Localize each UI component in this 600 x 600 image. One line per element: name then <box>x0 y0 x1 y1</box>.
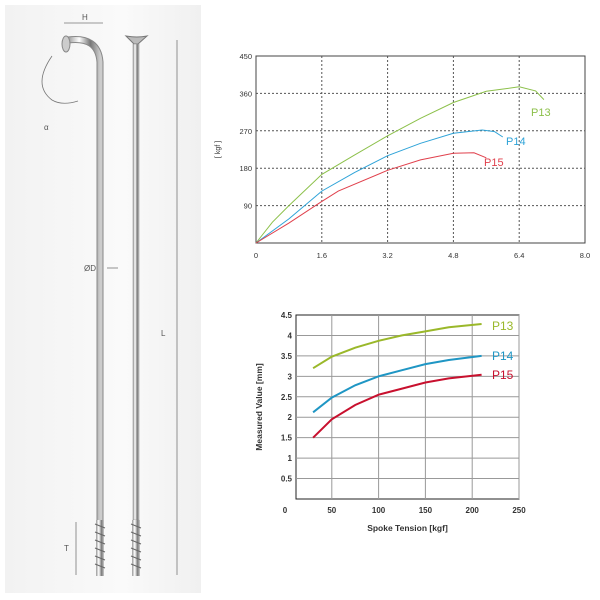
y-tick-label: 270 <box>239 127 252 136</box>
legend-label-p13: P13 <box>531 107 551 119</box>
y-tick-label: 4 <box>288 331 293 340</box>
x-tick-label: 4.8 <box>448 251 458 260</box>
plot-area <box>295 314 520 500</box>
x-tick-label: 1.6 <box>317 251 327 260</box>
x-tick-label: 100 <box>372 506 386 515</box>
x-tick-label: 0 <box>254 251 258 260</box>
bent-spoke <box>61 35 106 576</box>
plot-area <box>255 55 586 244</box>
x-tick-label: 6.4 <box>514 251 524 260</box>
y-tick-label: 450 <box>239 52 252 61</box>
y-tick-label: 2.5 <box>281 393 293 402</box>
legend-label-p15: P15 <box>484 157 504 169</box>
series-line-p13 <box>312 323 482 370</box>
x-tick-label: 3.2 <box>382 251 392 260</box>
y-tick-label: 1.5 <box>281 434 293 443</box>
series-line-p14 <box>255 129 504 244</box>
y-axis-label: [ kgf ] <box>215 141 222 158</box>
legend-label-p14: P14 <box>506 136 526 148</box>
series-line-p13 <box>255 86 545 244</box>
label-thread: T <box>64 544 69 553</box>
straight-spoke <box>124 35 149 576</box>
series-line-p14 <box>312 354 482 414</box>
y-tick-label: 360 <box>239 89 252 98</box>
x-tick-label: 8.0 <box>580 251 590 260</box>
legend-label-p15: P15 <box>492 368 514 382</box>
y-tick-label: 180 <box>239 164 252 173</box>
legend-label-p13: P13 <box>492 319 514 333</box>
x-tick-label: 200 <box>466 506 480 515</box>
x-tick-label: 150 <box>419 506 433 515</box>
x-axis-label: Spoke Tension [kgf] <box>367 523 448 533</box>
label-length: L <box>161 329 166 338</box>
legend-label-p14: P14 <box>492 349 514 363</box>
y-tick-label: 90 <box>244 202 252 211</box>
x-tick-label: 250 <box>512 506 526 515</box>
label-head: H <box>82 13 88 22</box>
series-line-p15 <box>312 373 482 439</box>
label-diameter: ØD <box>84 264 96 273</box>
x-tick-label: 50 <box>327 506 336 515</box>
series-line-p15 <box>255 152 487 244</box>
y-tick-label: 3.5 <box>281 352 293 361</box>
y-tick-label: 1 <box>288 454 293 463</box>
y-tick-label: 4.5 <box>281 311 293 320</box>
dimension-lines <box>41 22 178 575</box>
y-tick-label: 2 <box>288 413 293 422</box>
y-tick-label: 0.5 <box>281 475 293 484</box>
y-tick-label: 3 <box>288 372 293 381</box>
label-angle: α <box>44 123 49 132</box>
x-tick-label: 0 <box>283 506 288 515</box>
y-axis-label: Measured Value [mm] <box>254 363 264 451</box>
